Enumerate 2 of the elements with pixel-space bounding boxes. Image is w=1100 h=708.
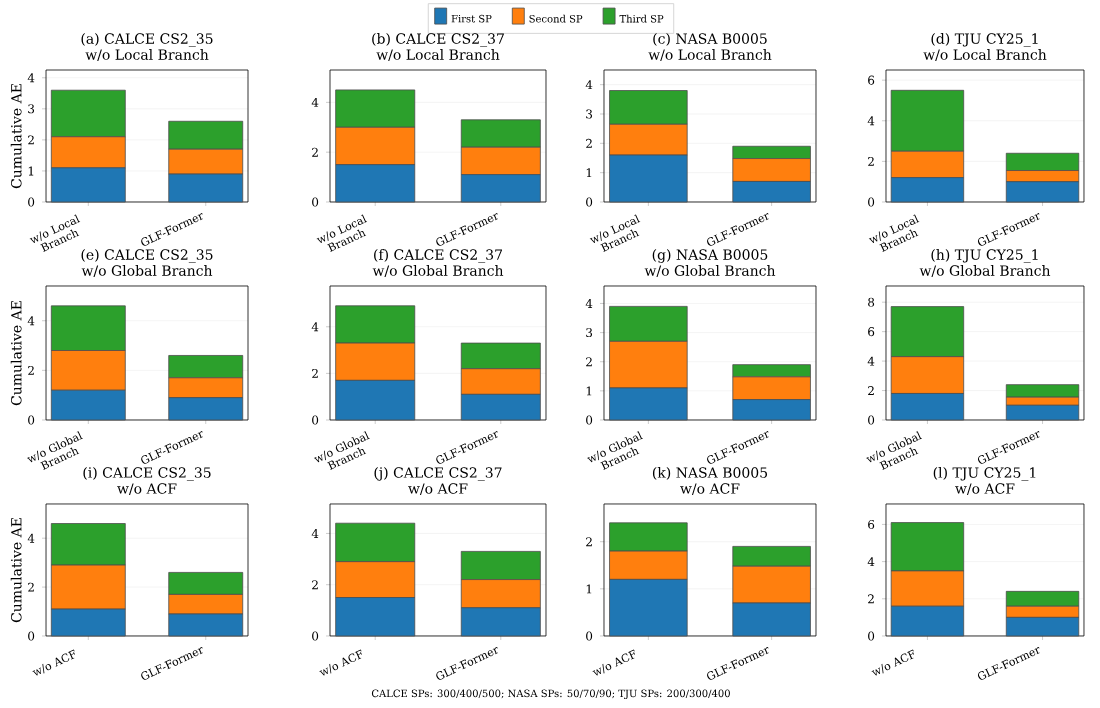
bar (1005, 404, 1080, 421)
bar (1005, 384, 1080, 398)
